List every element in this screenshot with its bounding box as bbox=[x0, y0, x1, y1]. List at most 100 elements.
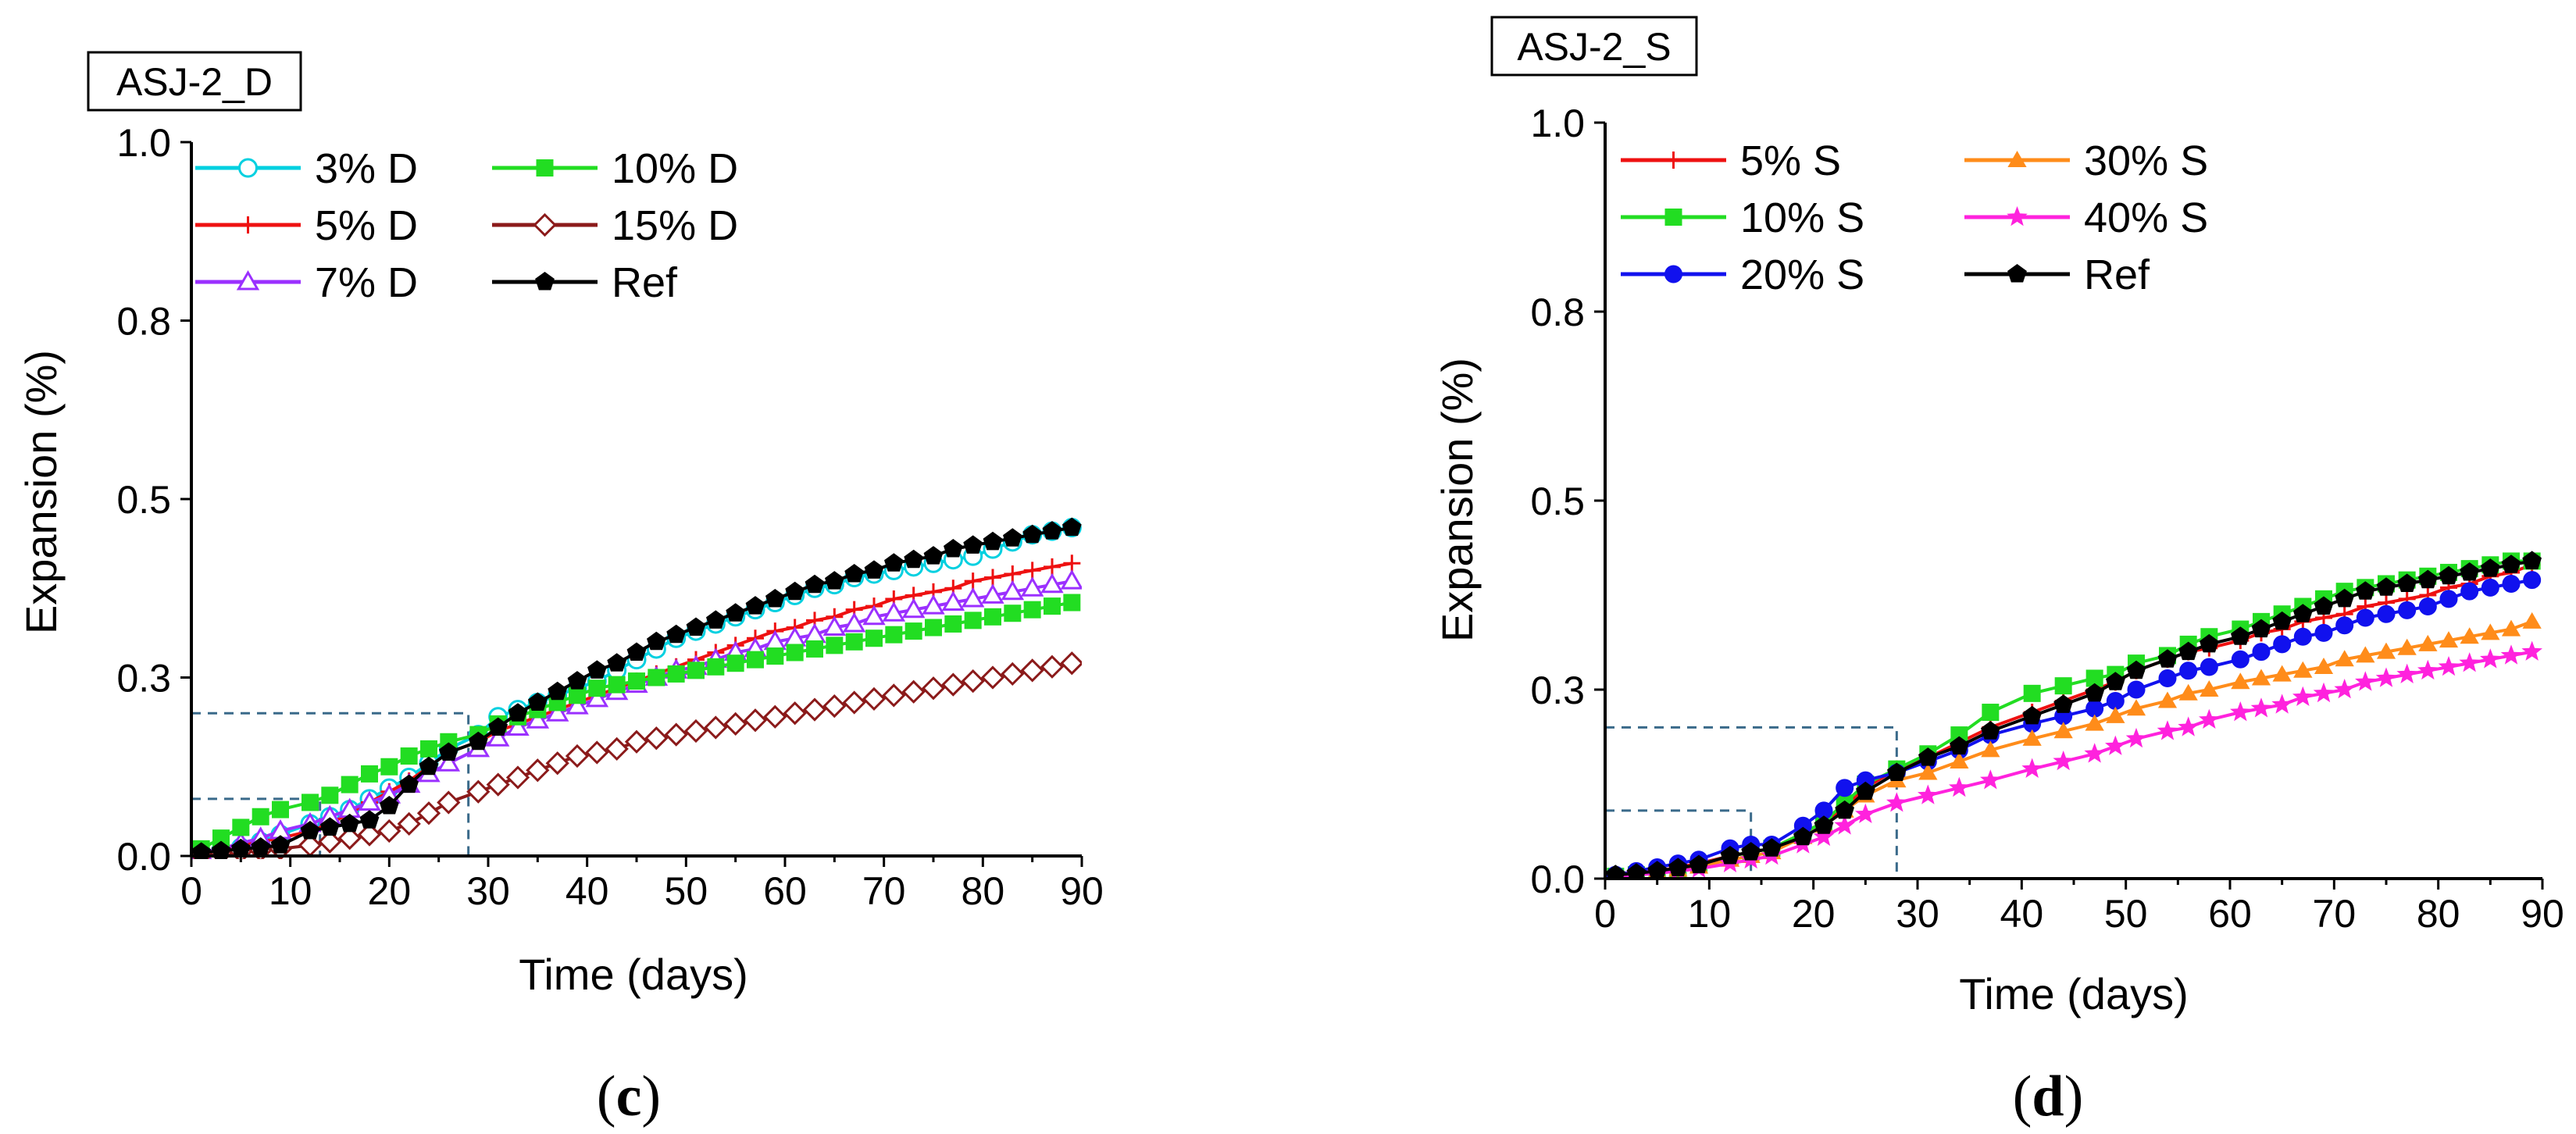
legend-label: Ref bbox=[2084, 251, 2150, 298]
data-point bbox=[359, 810, 380, 829]
data-point bbox=[885, 626, 903, 644]
data-point bbox=[400, 747, 418, 765]
data-point bbox=[1762, 838, 1782, 857]
series-ref bbox=[1606, 551, 2542, 879]
legend-item: 30% S bbox=[1964, 137, 2208, 184]
data-point bbox=[901, 679, 926, 704]
data-point bbox=[2273, 635, 2292, 654]
data-point bbox=[251, 837, 270, 856]
data-point bbox=[842, 612, 866, 633]
data-point bbox=[2356, 608, 2374, 627]
data-point bbox=[2199, 708, 2220, 729]
x-tick-label: 10 bbox=[1688, 892, 1732, 936]
x-tick-label: 50 bbox=[2104, 892, 2148, 936]
data-point bbox=[2231, 672, 2250, 690]
data-point bbox=[2314, 623, 2333, 642]
y-tick-label: 1.0 bbox=[116, 121, 171, 165]
data-point bbox=[2398, 601, 2417, 619]
panel-c: ASJ-2_D 0 10 20 30 40 50 60 70 80 90 0.0 0.3 0.5 0.8 1… bbox=[16, 51, 1104, 1129]
data-point bbox=[783, 701, 807, 726]
panel-c-series bbox=[191, 517, 1082, 859]
x-tick-label: 70 bbox=[862, 869, 906, 913]
data-point bbox=[2356, 646, 2375, 663]
data-point bbox=[486, 726, 510, 747]
legend-label: 30% S bbox=[2084, 137, 2208, 184]
data-point bbox=[963, 535, 983, 554]
data-point bbox=[1950, 726, 1968, 744]
data-point bbox=[545, 751, 569, 776]
x-tick-label: 80 bbox=[962, 869, 1005, 913]
panel-c-tag: ASJ-2_D bbox=[116, 60, 273, 104]
panel-c-tag-box bbox=[87, 51, 302, 112]
legend-item: 20% S bbox=[1621, 251, 1864, 298]
data-point bbox=[587, 660, 607, 679]
legend-label: 10% D bbox=[612, 145, 738, 192]
data-point bbox=[2335, 650, 2354, 667]
data-point bbox=[2460, 582, 2479, 601]
data-point bbox=[1813, 826, 1835, 847]
data-point bbox=[980, 665, 1005, 690]
x-tick-label: 30 bbox=[466, 869, 510, 913]
data-point bbox=[1887, 762, 1907, 781]
panel-c-y-axis-label: Expansion (%) bbox=[16, 350, 66, 634]
data-point bbox=[1044, 597, 1061, 615]
legend-item: Ref bbox=[1964, 251, 2150, 298]
data-point bbox=[397, 811, 421, 836]
data-point bbox=[437, 751, 461, 772]
data-point bbox=[545, 701, 569, 722]
data-point bbox=[1982, 704, 2000, 722]
legend-item: Ref bbox=[492, 259, 678, 306]
data-point bbox=[2105, 735, 2126, 755]
data-point bbox=[825, 571, 844, 590]
legend-swatch-marker bbox=[1664, 152, 1682, 169]
data-point bbox=[2292, 686, 2314, 706]
data-point bbox=[588, 679, 606, 697]
data-point bbox=[585, 740, 609, 765]
data-point bbox=[300, 821, 320, 840]
legend-swatch-marker bbox=[1664, 265, 1682, 284]
data-point bbox=[569, 686, 586, 704]
data-point bbox=[212, 829, 230, 847]
data-point bbox=[2106, 672, 2125, 690]
data-point bbox=[2314, 658, 2334, 674]
data-point bbox=[923, 546, 944, 565]
data-point bbox=[1060, 651, 1082, 676]
data-point bbox=[2053, 722, 2073, 739]
data-point bbox=[565, 744, 590, 768]
x-tick-label: 20 bbox=[368, 869, 412, 913]
data-point bbox=[252, 808, 269, 826]
data-point bbox=[925, 619, 942, 637]
y-tick-label: 1.0 bbox=[1530, 102, 1585, 145]
data-point bbox=[2397, 638, 2417, 655]
data-point bbox=[1023, 601, 1041, 619]
x-tick-label: 40 bbox=[566, 869, 609, 913]
panel-d-tag-box bbox=[1490, 16, 1698, 77]
legend-swatch-marker bbox=[239, 216, 257, 234]
data-point bbox=[2460, 627, 2479, 644]
data-point bbox=[1981, 740, 2000, 758]
data-point bbox=[1834, 815, 1855, 835]
data-point bbox=[607, 653, 626, 672]
data-point bbox=[566, 694, 589, 715]
data-point bbox=[707, 658, 725, 676]
data-point bbox=[882, 683, 906, 708]
data-point bbox=[723, 711, 747, 736]
data-point bbox=[2178, 716, 2199, 736]
data-point bbox=[2251, 669, 2271, 686]
data-point bbox=[2355, 671, 2376, 691]
data-point bbox=[2335, 616, 2354, 635]
data-point bbox=[706, 610, 726, 629]
data-point bbox=[2501, 619, 2521, 637]
data-point bbox=[1044, 558, 1061, 576]
x-tick-label: 60 bbox=[763, 869, 807, 913]
legend-item: 40% S bbox=[1964, 194, 2208, 241]
legend-swatch-marker bbox=[533, 212, 557, 237]
series-10-d bbox=[192, 594, 1081, 858]
data-point bbox=[2396, 663, 2417, 683]
data-point bbox=[1950, 752, 1969, 768]
data-point bbox=[2231, 626, 2250, 645]
data-point bbox=[357, 822, 382, 847]
y-tick-label: 0.3 bbox=[1530, 669, 1585, 712]
data-point bbox=[964, 572, 982, 590]
data-point bbox=[399, 774, 419, 793]
